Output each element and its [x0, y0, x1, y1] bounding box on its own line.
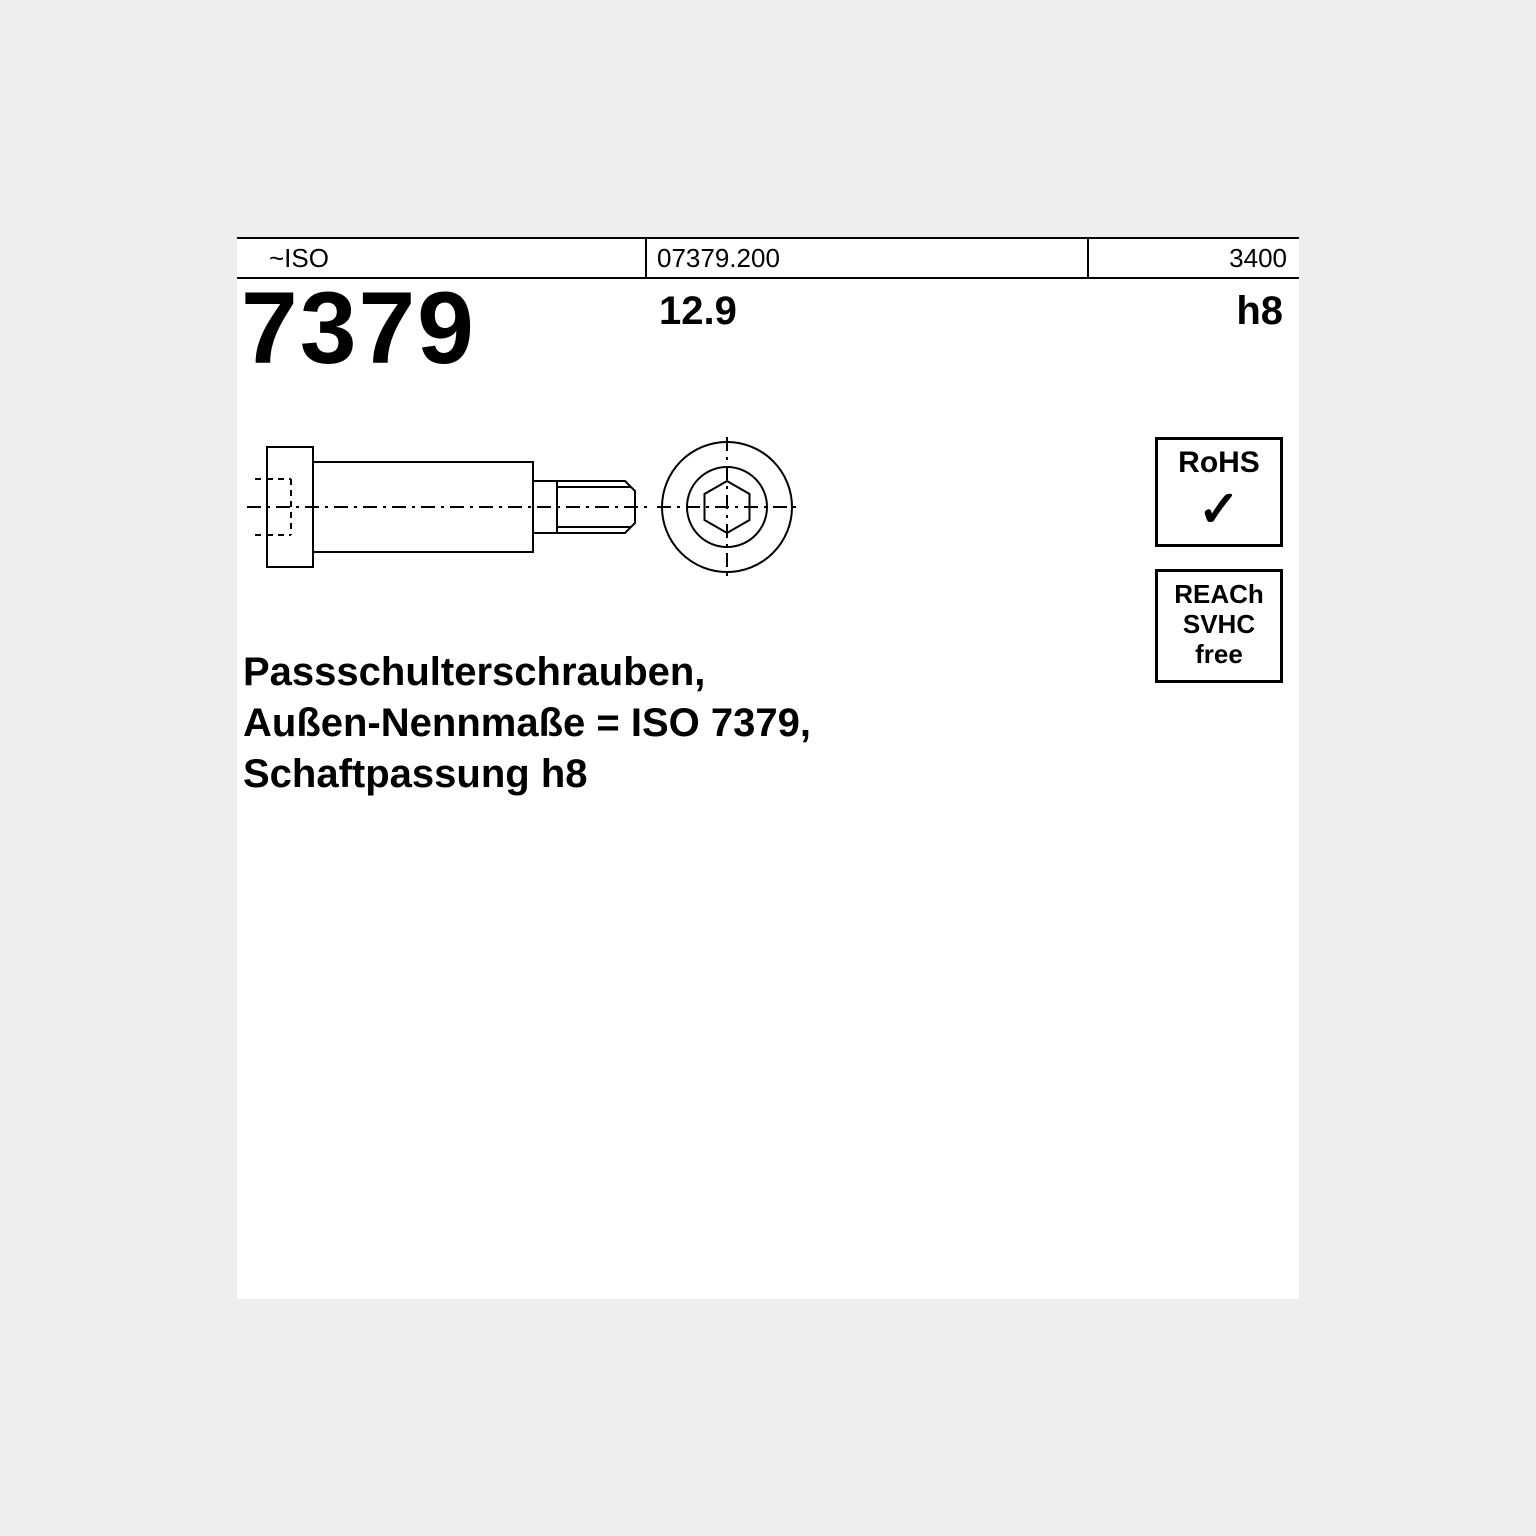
tolerance-label: h8	[1236, 289, 1283, 334]
check-icon: ✓	[1158, 484, 1280, 534]
spec-card: ~ISO 07379.200 3400 7379 12.9 h8	[237, 237, 1299, 1299]
description-line: Passschulterschrauben,	[243, 647, 811, 698]
bolt-side-icon	[247, 427, 647, 587]
description-line: Außen-Nennmaße = ISO 7379,	[243, 698, 811, 749]
technical-drawing	[247, 427, 807, 587]
bolt-head-front-icon	[657, 437, 797, 577]
reach-line: SVHC	[1158, 610, 1280, 640]
rohs-label: RoHS	[1158, 448, 1280, 478]
header-center: 07379.200	[647, 239, 1089, 277]
standard-number: 7379	[241, 277, 476, 379]
reach-line: REACh	[1158, 580, 1280, 610]
reach-badge: REACh SVHC free	[1155, 569, 1283, 683]
reach-line: free	[1158, 640, 1280, 670]
description: Passschulterschrauben, Außen-Nennmaße = …	[243, 647, 811, 801]
description-line: Schaftpassung h8	[243, 749, 811, 800]
header-right: 3400	[1089, 239, 1299, 277]
rohs-badge: RoHS ✓	[1155, 437, 1283, 547]
strength-class: 12.9	[659, 289, 737, 334]
